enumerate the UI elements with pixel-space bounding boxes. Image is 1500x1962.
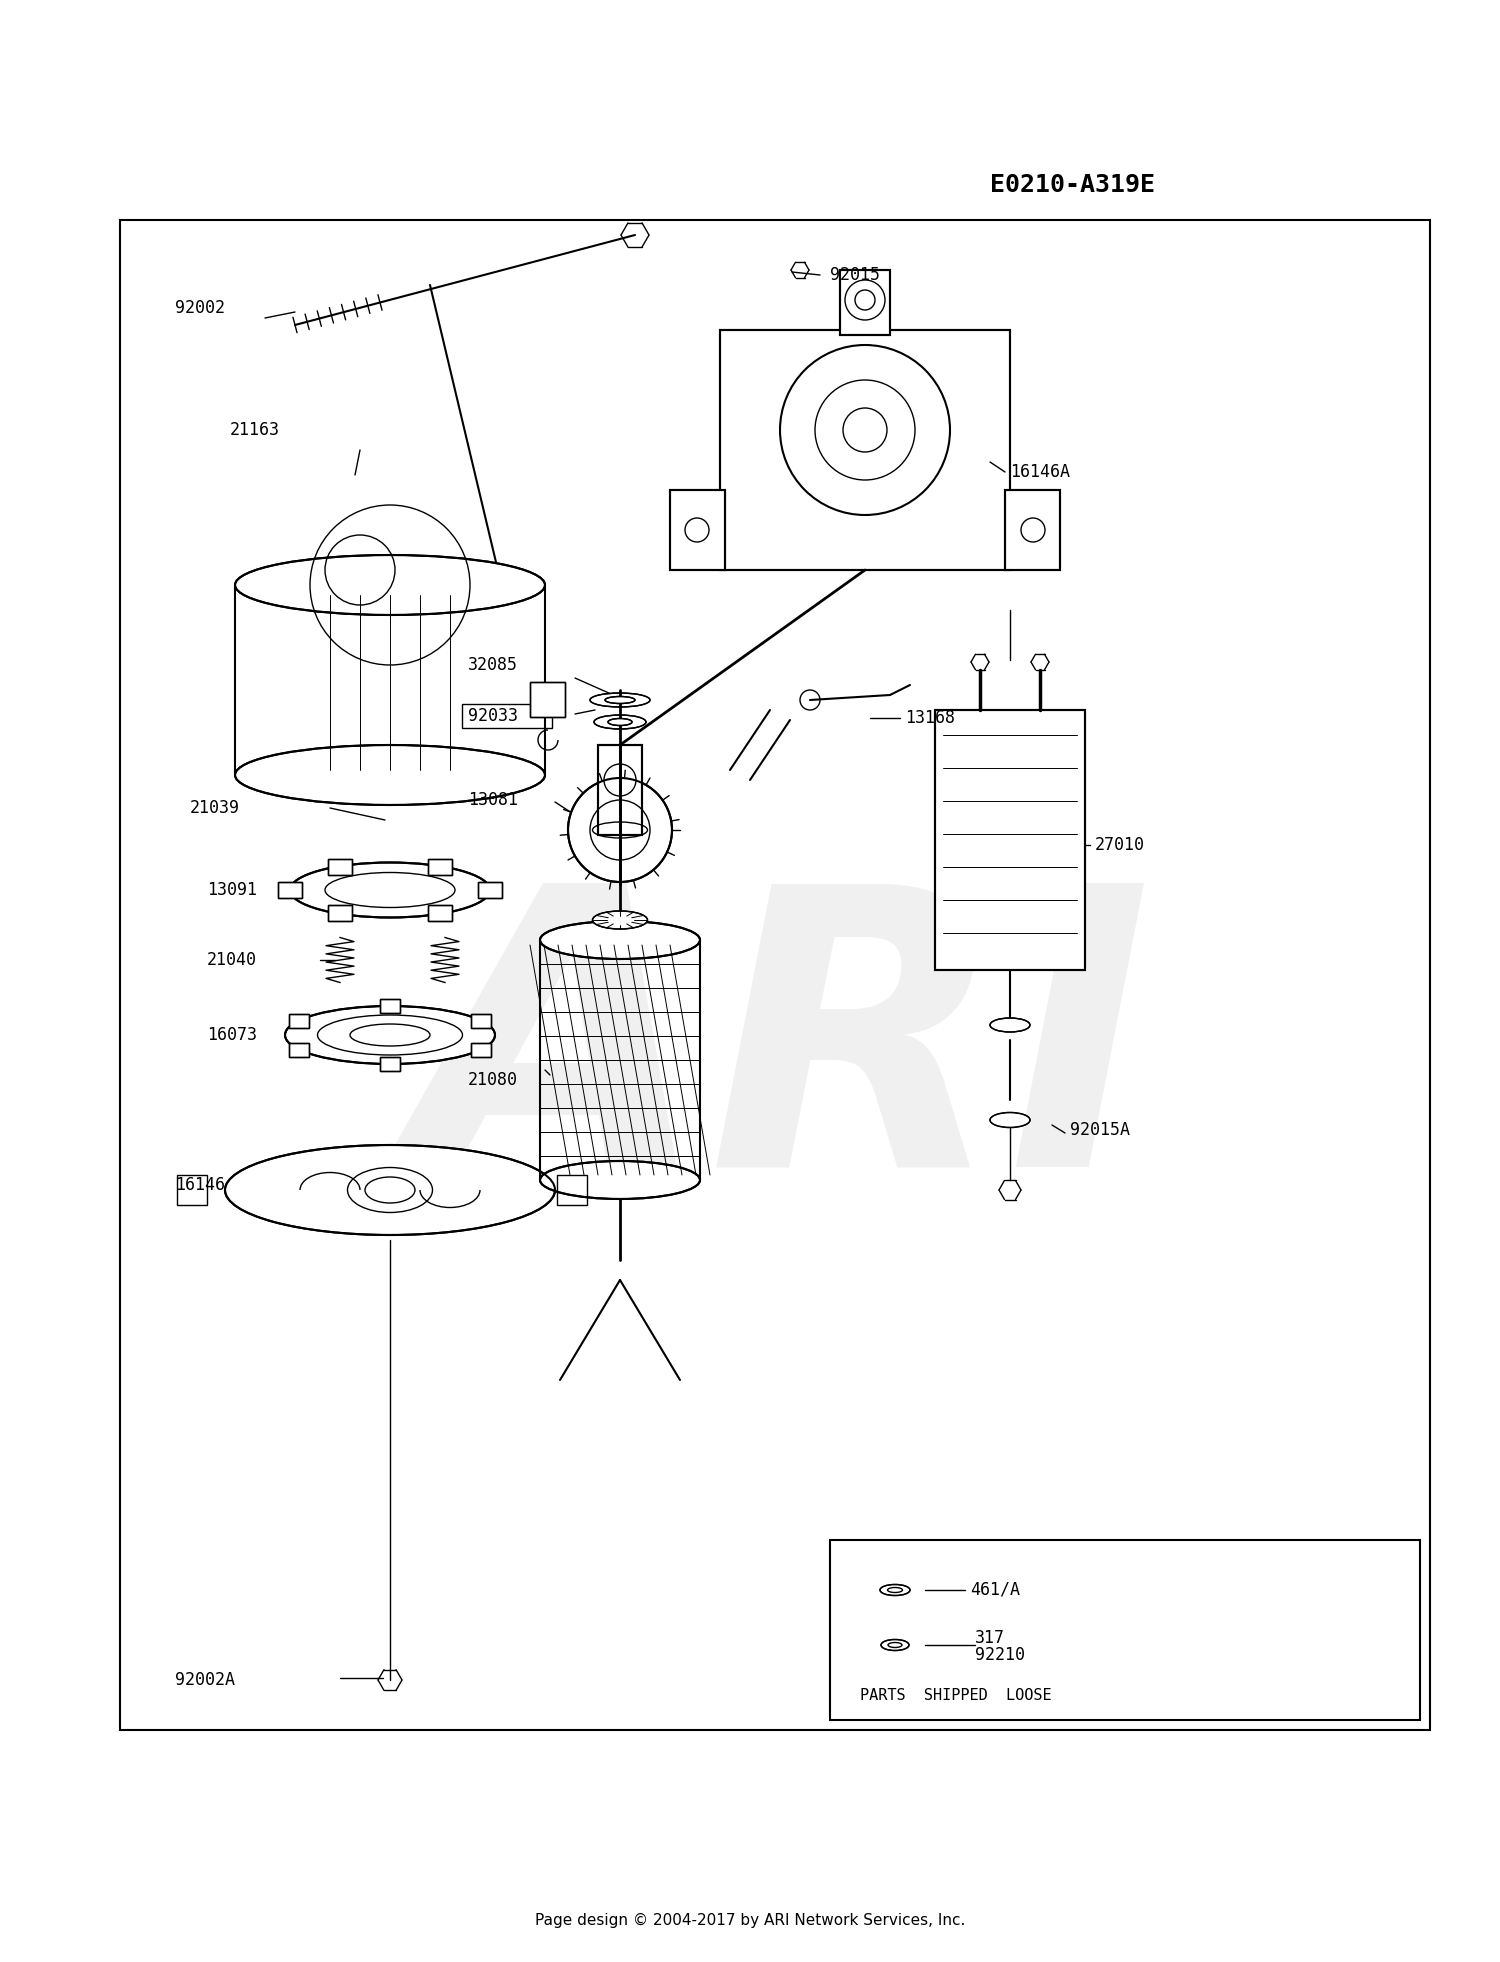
Bar <box>290 1042 309 1056</box>
Text: 21040: 21040 <box>207 952 256 969</box>
Bar <box>328 904 352 922</box>
Bar <box>1005 490 1060 571</box>
Bar <box>278 883 302 899</box>
Bar <box>530 683 566 716</box>
Bar <box>380 1058 400 1071</box>
Text: 92210: 92210 <box>975 1646 1024 1664</box>
Bar <box>556 1175 586 1205</box>
Bar <box>278 883 302 899</box>
Ellipse shape <box>540 920 700 959</box>
Ellipse shape <box>225 1146 555 1234</box>
Ellipse shape <box>540 1162 700 1199</box>
Bar <box>471 1042 490 1056</box>
Text: 27010: 27010 <box>1095 836 1144 853</box>
Text: 92015A: 92015A <box>1070 1120 1130 1140</box>
Text: 92002: 92002 <box>176 298 225 318</box>
Bar <box>462 704 552 728</box>
Bar <box>471 1014 490 1028</box>
Text: 21039: 21039 <box>190 799 240 816</box>
Bar <box>290 1014 309 1028</box>
Bar <box>471 1042 490 1056</box>
Circle shape <box>800 691 820 710</box>
Bar <box>720 330 1010 571</box>
Ellipse shape <box>590 693 650 706</box>
Bar <box>427 904 451 922</box>
Text: 13081: 13081 <box>468 791 518 808</box>
Circle shape <box>843 408 886 451</box>
Bar <box>120 220 1430 1730</box>
Text: 317: 317 <box>975 1628 1005 1646</box>
Text: 21080: 21080 <box>468 1071 518 1089</box>
Bar <box>830 1540 1420 1721</box>
Bar <box>670 490 724 571</box>
Bar <box>934 710 1084 969</box>
Bar <box>427 859 451 875</box>
Text: 92015: 92015 <box>830 267 880 284</box>
Bar <box>290 1014 309 1028</box>
Text: 13091: 13091 <box>207 881 256 899</box>
Text: 32085: 32085 <box>468 655 518 675</box>
Text: ARI: ARI <box>408 871 1152 1248</box>
Ellipse shape <box>880 1640 909 1650</box>
Bar <box>840 271 890 336</box>
Bar <box>530 683 566 716</box>
Text: 16146A: 16146A <box>1010 463 1070 481</box>
Ellipse shape <box>364 1177 416 1203</box>
Bar <box>934 710 1084 969</box>
Ellipse shape <box>290 863 490 918</box>
Text: 92033: 92033 <box>468 706 518 726</box>
Circle shape <box>568 779 672 883</box>
Bar <box>328 904 352 922</box>
Text: 16073: 16073 <box>207 1026 256 1044</box>
Text: Page design © 2004-2017 by ARI Network Services, Inc.: Page design © 2004-2017 by ARI Network S… <box>536 1913 964 1927</box>
Bar <box>177 1175 207 1205</box>
Ellipse shape <box>592 910 648 928</box>
Text: 13168: 13168 <box>904 708 956 728</box>
Ellipse shape <box>236 555 544 614</box>
Ellipse shape <box>285 1007 495 1063</box>
Text: 461/A: 461/A <box>970 1581 1020 1599</box>
Ellipse shape <box>604 697 634 704</box>
Bar <box>670 490 724 571</box>
Bar <box>380 1058 400 1071</box>
Bar <box>478 883 502 899</box>
Bar <box>598 746 642 836</box>
Bar <box>290 1042 309 1056</box>
Bar <box>328 859 352 875</box>
Bar <box>1005 490 1060 571</box>
Text: PARTS  SHIPPED  LOOSE: PARTS SHIPPED LOOSE <box>859 1687 1052 1703</box>
Text: 92002A: 92002A <box>176 1672 236 1689</box>
Bar <box>427 904 451 922</box>
Bar <box>328 859 352 875</box>
Bar <box>598 746 642 836</box>
Bar <box>427 859 451 875</box>
Ellipse shape <box>880 1585 910 1595</box>
Bar <box>478 883 502 899</box>
Ellipse shape <box>990 1018 1030 1032</box>
Text: 21163: 21163 <box>230 422 280 439</box>
Bar <box>380 999 400 1012</box>
Text: E0210-A319E: E0210-A319E <box>990 173 1155 196</box>
Ellipse shape <box>608 718 631 726</box>
Bar <box>840 271 890 336</box>
Ellipse shape <box>594 714 646 730</box>
Circle shape <box>855 290 874 310</box>
Ellipse shape <box>990 1112 1030 1128</box>
Text: 16146: 16146 <box>176 1175 225 1195</box>
Bar <box>471 1014 490 1028</box>
Bar <box>380 999 400 1012</box>
Bar <box>720 330 1010 571</box>
Ellipse shape <box>236 746 544 804</box>
